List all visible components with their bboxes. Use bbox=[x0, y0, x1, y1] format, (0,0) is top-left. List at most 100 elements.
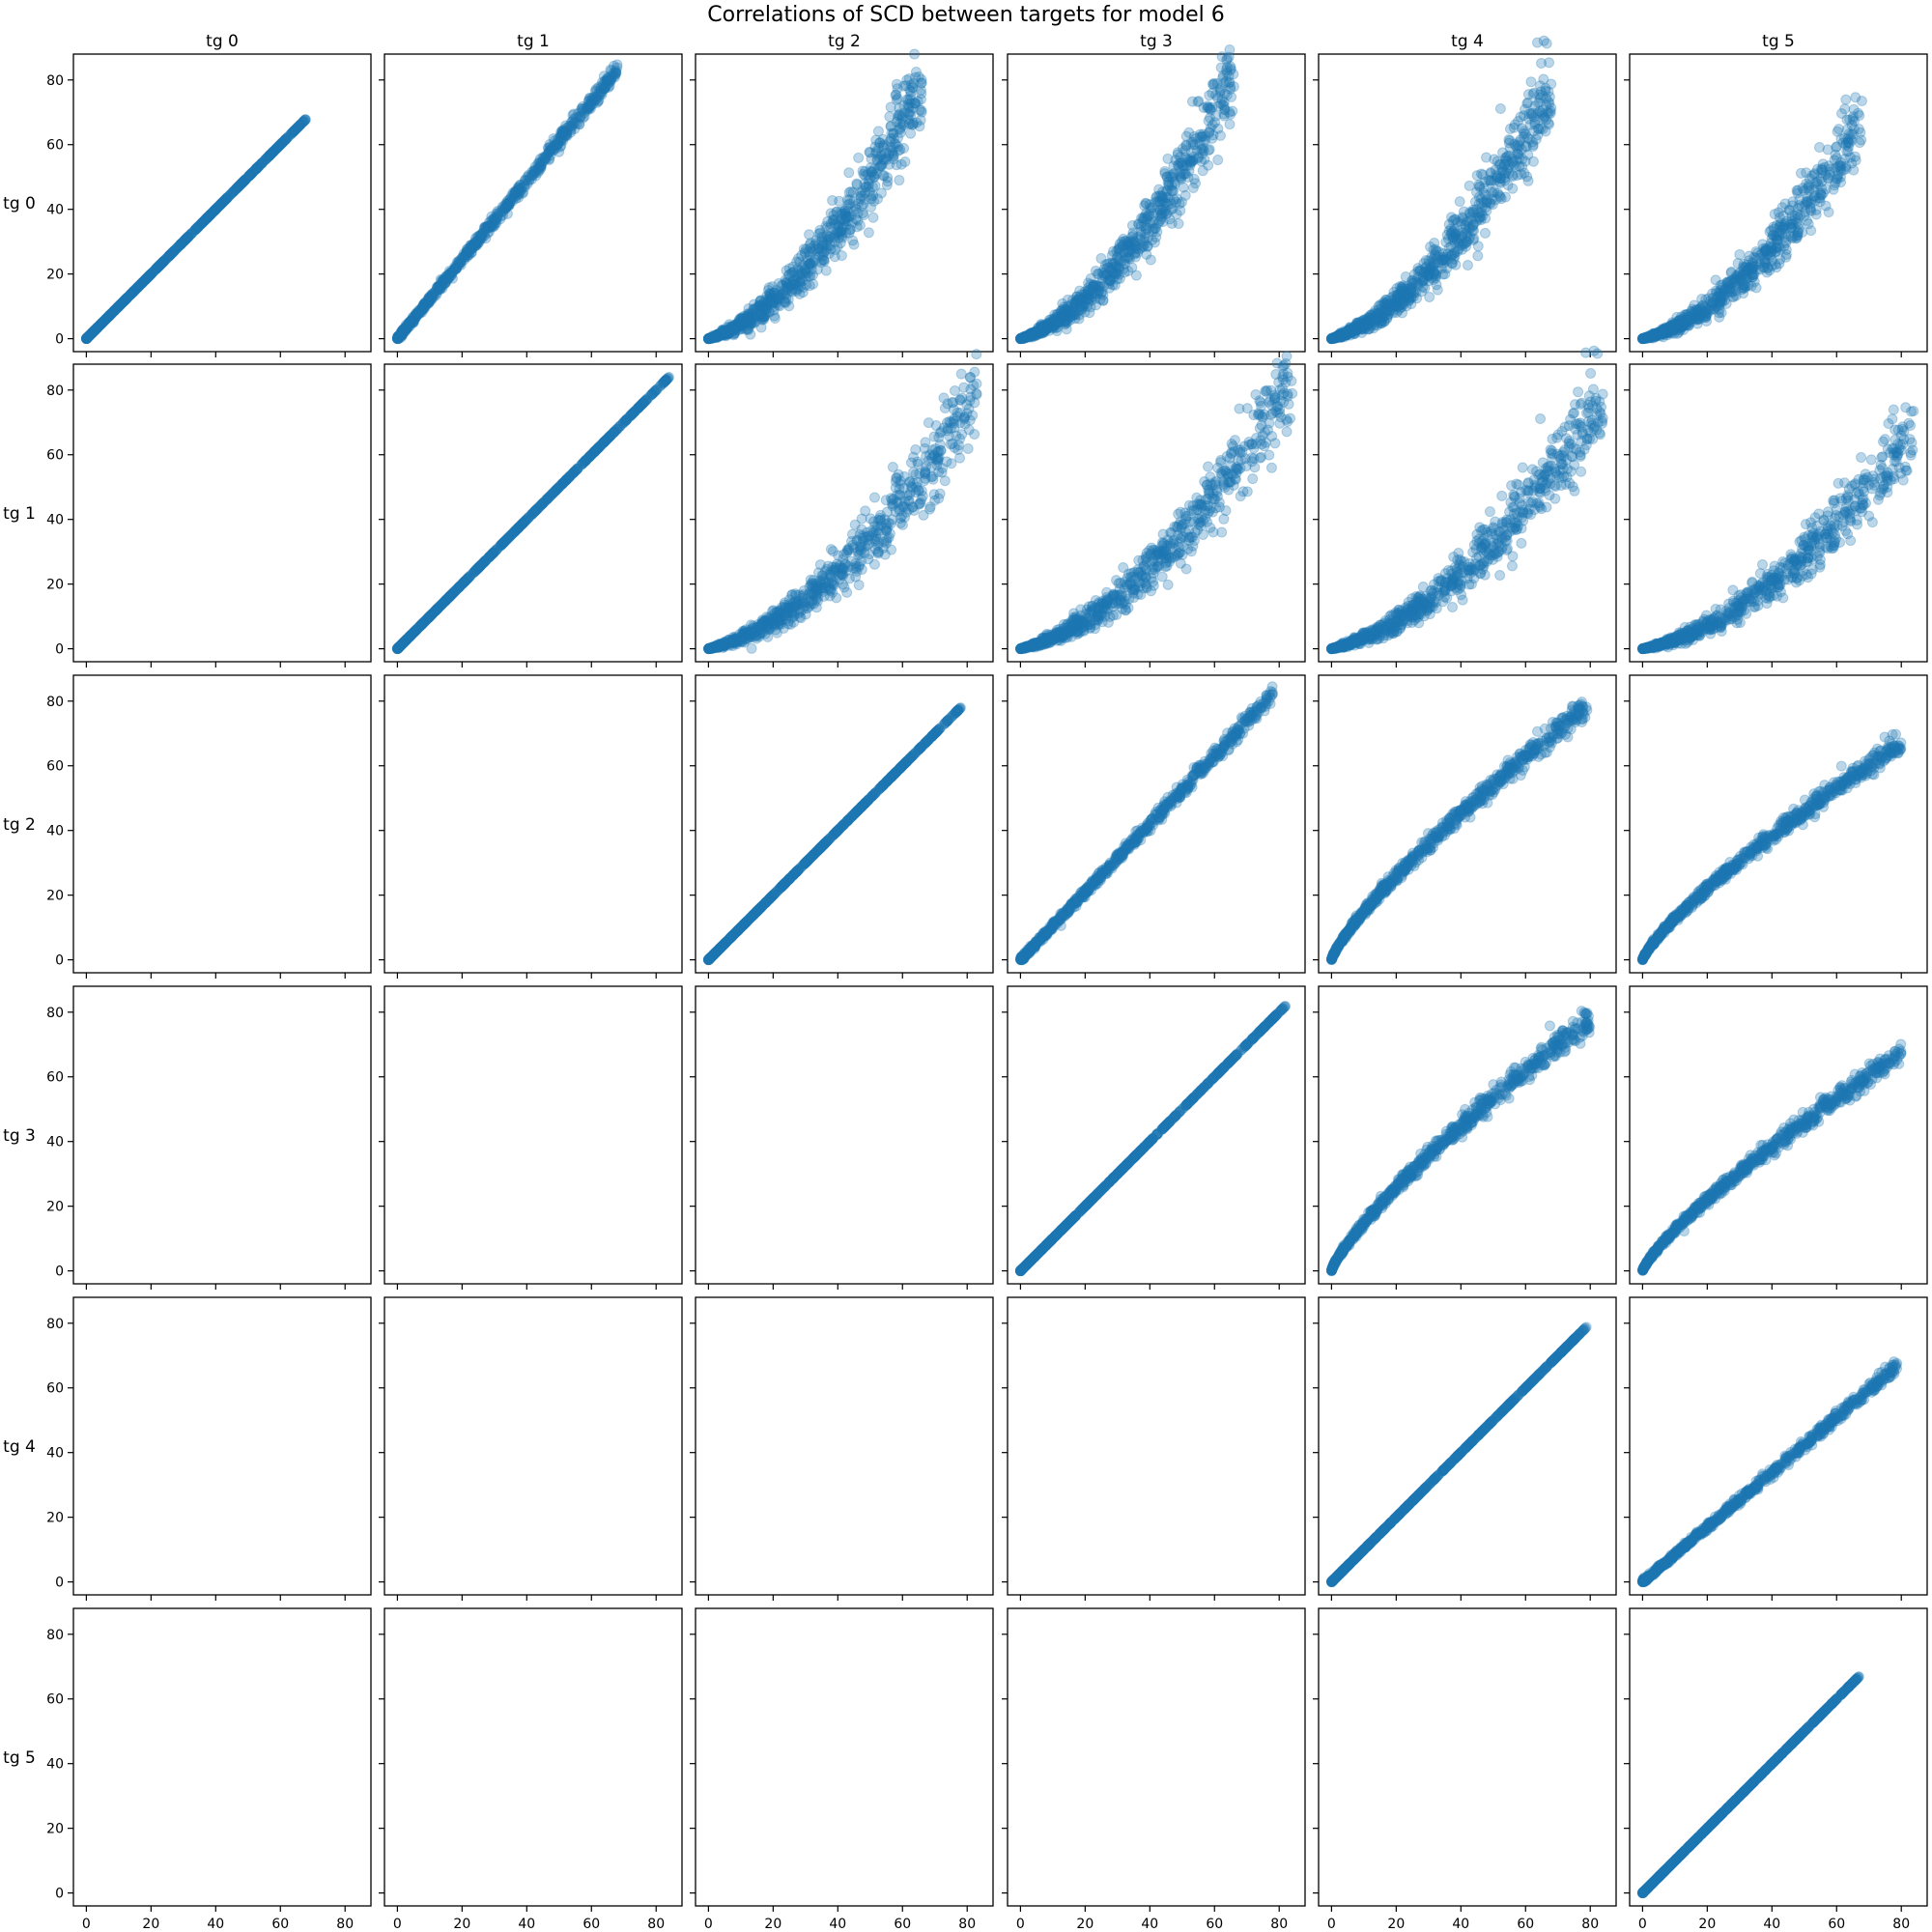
scatter-point bbox=[210, 204, 221, 215]
scatter-point bbox=[807, 270, 818, 281]
y-tick-label: 40 bbox=[46, 513, 64, 528]
scatter-point bbox=[1224, 43, 1236, 55]
scatter-point bbox=[195, 218, 207, 230]
scatter-point bbox=[1543, 107, 1554, 119]
scatter-point bbox=[1810, 204, 1822, 215]
scatter-point bbox=[1822, 172, 1833, 184]
scatter-point bbox=[863, 227, 874, 239]
y-tick-label: 40 bbox=[46, 203, 64, 218]
scatter-point bbox=[97, 317, 108, 328]
scatter-point bbox=[1137, 215, 1149, 227]
scatter-point bbox=[1780, 243, 1792, 255]
scatter-point bbox=[1485, 198, 1496, 210]
scatter-point bbox=[136, 277, 148, 289]
scatter-point bbox=[143, 270, 155, 282]
scatter-point bbox=[104, 309, 116, 321]
scatter-point bbox=[252, 161, 264, 173]
scatter-point bbox=[1479, 227, 1491, 239]
scatter-point bbox=[853, 152, 865, 163]
scatter-point bbox=[129, 284, 141, 296]
scatter-point bbox=[761, 303, 773, 315]
scatter-point bbox=[1338, 327, 1350, 339]
scatter-point bbox=[905, 79, 917, 91]
scatter-point bbox=[178, 236, 189, 247]
scatter-point bbox=[212, 202, 223, 213]
scatter-point bbox=[1483, 174, 1494, 185]
scatter-point bbox=[253, 160, 265, 172]
scatter-point bbox=[1126, 219, 1138, 231]
scatter-point bbox=[113, 300, 125, 312]
scatter-point bbox=[298, 115, 310, 127]
scatter-point bbox=[239, 175, 250, 186]
scatter-point bbox=[1844, 114, 1856, 126]
scatter-point bbox=[577, 105, 588, 117]
scatter-point bbox=[1462, 260, 1473, 271]
scatter-point bbox=[1820, 184, 1832, 195]
scatter-point bbox=[1161, 171, 1173, 183]
y-tick-label: 20 bbox=[46, 578, 64, 593]
panel-frame bbox=[72, 363, 372, 663]
scatter-point bbox=[212, 202, 223, 213]
scatter-point bbox=[1710, 274, 1721, 286]
scatter-point bbox=[602, 72, 613, 84]
scatter-point bbox=[224, 189, 236, 201]
scatter-point bbox=[240, 174, 251, 185]
scatter-point bbox=[263, 151, 274, 162]
scatter-point bbox=[1811, 163, 1823, 175]
scatter-point bbox=[1214, 129, 1226, 141]
scatter-point bbox=[424, 295, 436, 306]
scatter-point bbox=[867, 212, 879, 223]
scatter-point bbox=[161, 252, 173, 264]
scatter-point bbox=[120, 294, 131, 305]
panel-frame bbox=[72, 53, 372, 353]
scatter-point bbox=[859, 178, 870, 189]
scatter-point bbox=[274, 139, 286, 151]
scatter-point bbox=[1421, 261, 1433, 272]
scatter-point bbox=[129, 284, 141, 296]
scatter-point bbox=[1084, 284, 1095, 296]
scatter-point bbox=[1196, 156, 1208, 167]
scatter-point bbox=[1531, 37, 1543, 48]
scatter-point bbox=[1522, 149, 1534, 160]
scatter-point bbox=[270, 143, 282, 155]
scatter-point bbox=[1429, 268, 1440, 279]
scatter-point bbox=[801, 243, 812, 255]
scatter-point bbox=[1197, 165, 1208, 177]
scatter-point bbox=[105, 308, 117, 320]
y-tick-label: 0 bbox=[55, 642, 64, 658]
scatter-point bbox=[80, 333, 92, 345]
scatter-point bbox=[834, 226, 845, 238]
scatter-point bbox=[246, 167, 258, 179]
scatter-point bbox=[236, 178, 247, 189]
scatter-point bbox=[99, 315, 110, 327]
scatter-point bbox=[156, 258, 167, 270]
scatter-point bbox=[1810, 181, 1822, 192]
scatter-point bbox=[1525, 76, 1537, 88]
scatter-point bbox=[81, 332, 93, 344]
scatter-point bbox=[117, 297, 128, 308]
scatter-point bbox=[251, 162, 263, 174]
scatter-point bbox=[245, 168, 257, 180]
scatter-point bbox=[1221, 62, 1233, 73]
scatter-point bbox=[197, 216, 209, 228]
scatter-point bbox=[176, 238, 187, 249]
scatter-point bbox=[1218, 108, 1230, 120]
scatter-point bbox=[286, 128, 298, 139]
scatter-point bbox=[884, 158, 895, 170]
scatter-point bbox=[1495, 193, 1507, 205]
y-tick-label: 80 bbox=[46, 384, 64, 399]
scatter-point bbox=[144, 270, 156, 281]
scatter-point bbox=[235, 179, 246, 190]
scatter-point bbox=[1854, 137, 1865, 149]
scatter-point bbox=[143, 270, 155, 282]
scatter-point bbox=[804, 229, 815, 241]
scatter-point bbox=[166, 247, 178, 259]
scatter-point bbox=[1533, 89, 1545, 100]
scatter-point bbox=[243, 170, 255, 182]
scatter-point bbox=[125, 289, 136, 300]
scatter-point bbox=[467, 240, 478, 251]
y-tick-label: 20 bbox=[46, 268, 64, 283]
scatter-point bbox=[1793, 223, 1804, 234]
panel-r0-c3 bbox=[1002, 43, 1306, 357]
scatter-point bbox=[1203, 115, 1214, 127]
